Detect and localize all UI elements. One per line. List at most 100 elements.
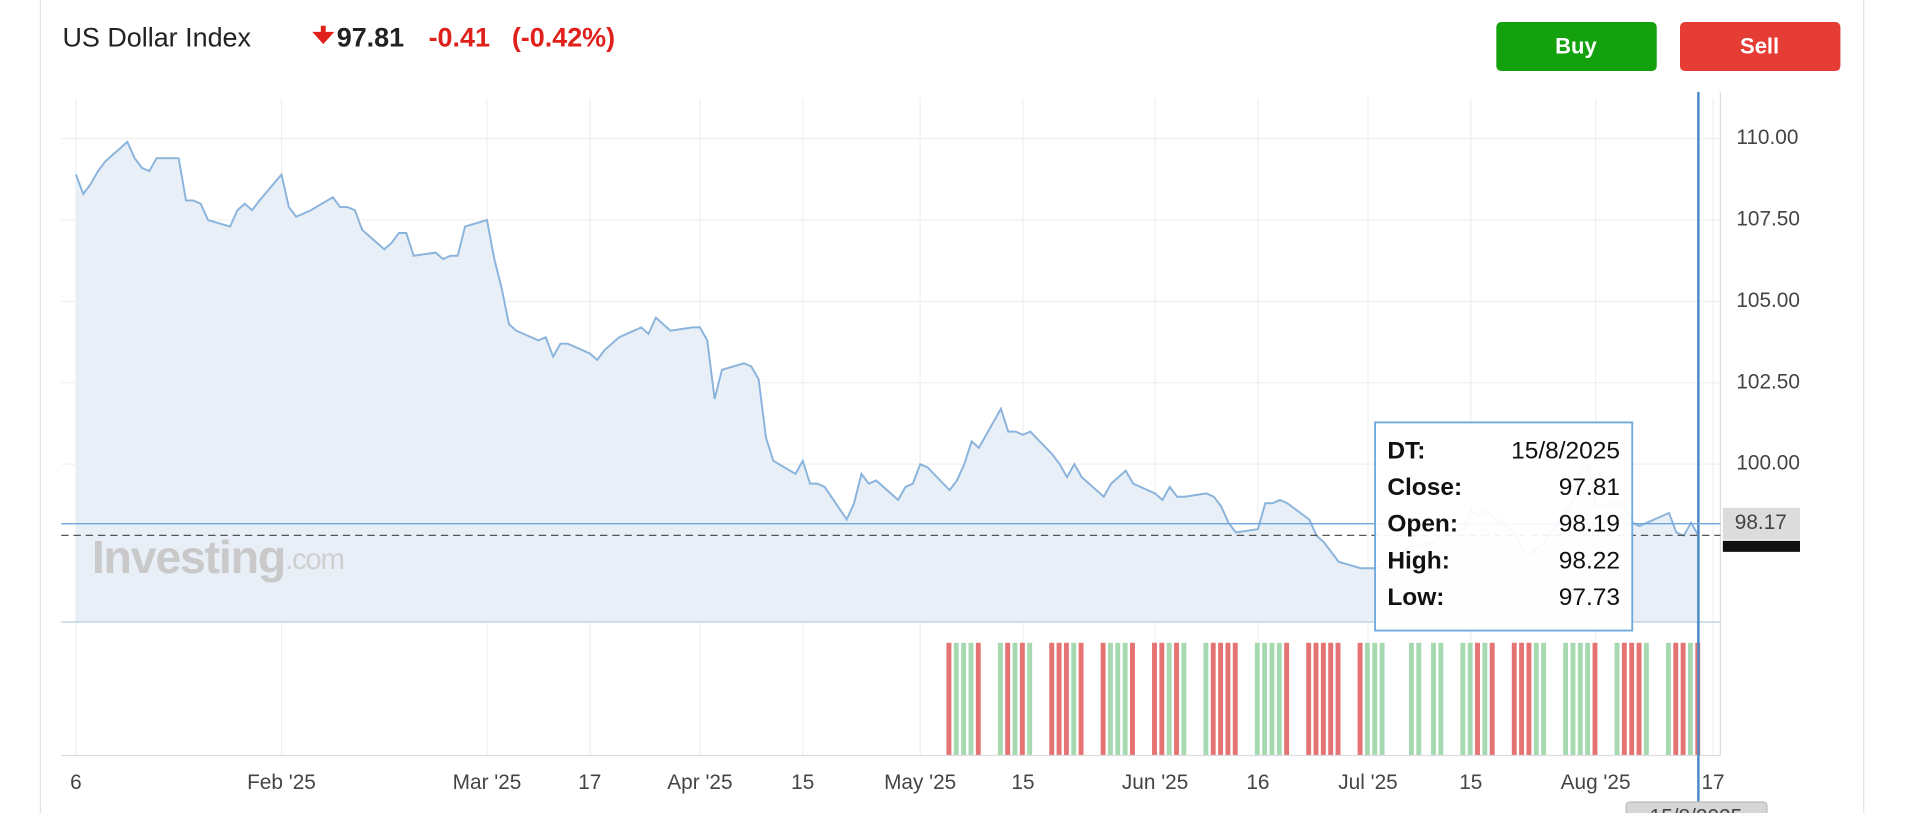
volume-bar bbox=[1482, 642, 1488, 756]
volume-bar bbox=[1460, 642, 1466, 756]
sell-button[interactable]: Sell bbox=[1680, 22, 1841, 72]
volume-bar bbox=[1577, 642, 1583, 756]
price-label: 98.17 bbox=[1735, 511, 1787, 534]
volume-bar bbox=[1012, 642, 1018, 756]
tooltip-label: Open: bbox=[1387, 511, 1458, 538]
volume-bar bbox=[946, 642, 952, 756]
volume-bar bbox=[1284, 642, 1290, 756]
down-arrow bbox=[312, 25, 335, 45]
x-tick-label: 17 bbox=[1701, 771, 1724, 794]
volume-bar bbox=[1181, 642, 1187, 756]
x-tick-label: Jul '25 bbox=[1338, 771, 1397, 794]
tooltip-value: 97.73 bbox=[1559, 584, 1620, 611]
volume-bar bbox=[1489, 642, 1495, 756]
volume-bar bbox=[1614, 642, 1620, 756]
volume-bar bbox=[1232, 642, 1238, 756]
volume-bar bbox=[1541, 642, 1547, 756]
volume-bar bbox=[1629, 642, 1635, 756]
instrument-name: US Dollar Index bbox=[62, 22, 251, 52]
x-tick-label: Apr '25 bbox=[667, 771, 732, 794]
tooltip-value: 98.19 bbox=[1559, 511, 1620, 538]
volume-bar bbox=[1063, 642, 1069, 756]
y-tick-label: 100.00 bbox=[1736, 452, 1800, 475]
volume-bar bbox=[1335, 642, 1341, 756]
volume-bar bbox=[1643, 642, 1649, 756]
watermark-brand: Investing.com bbox=[92, 531, 344, 583]
tooltip-label: High: bbox=[1387, 547, 1450, 574]
volume-bar bbox=[1130, 642, 1135, 756]
volume-bar bbox=[1328, 642, 1334, 756]
volume-bar bbox=[1585, 642, 1591, 756]
x-tick-label: 17 bbox=[578, 771, 601, 794]
volume-bar bbox=[1313, 642, 1319, 756]
volume-bar bbox=[1019, 642, 1025, 756]
x-tick-label: 16 bbox=[1246, 771, 1269, 794]
volume-bar bbox=[997, 642, 1003, 756]
tooltip-value: 15/8/2025 bbox=[1511, 437, 1620, 464]
volume-bar bbox=[1100, 642, 1106, 756]
x-tick-label: Aug '25 bbox=[1561, 771, 1631, 794]
volume-bar bbox=[1049, 642, 1055, 756]
watermark: Investing.com bbox=[92, 531, 345, 583]
sell-button-bg[interactable] bbox=[1680, 22, 1841, 72]
volume-bar bbox=[1680, 642, 1686, 756]
tooltip-label: DT: bbox=[1387, 437, 1425, 464]
volume-bar bbox=[1276, 642, 1282, 756]
tooltip-value: 98.22 bbox=[1559, 547, 1620, 574]
volume-bar bbox=[1533, 642, 1539, 756]
volume-bar bbox=[1621, 642, 1627, 756]
price-change-percent: (-0.42%) bbox=[512, 22, 615, 52]
volume-bar bbox=[1159, 642, 1165, 756]
volume-bar bbox=[1438, 642, 1444, 756]
volume-bar bbox=[1071, 642, 1077, 756]
price-label-bar bbox=[1722, 540, 1800, 552]
volume-bar bbox=[1218, 642, 1224, 756]
last-price: 97.81 bbox=[337, 22, 404, 52]
x-tick-label: Jun '25 bbox=[1122, 771, 1188, 794]
volume-bar bbox=[968, 642, 974, 756]
volume-bar bbox=[1687, 642, 1693, 756]
tooltip-label: Close: bbox=[1387, 474, 1462, 501]
sell-label[interactable]: Sell bbox=[1740, 34, 1779, 59]
x-tick-label: 15 bbox=[791, 771, 814, 794]
price-label-box bbox=[1722, 507, 1800, 540]
volume-bar bbox=[1665, 642, 1671, 756]
x-tick-label: May '25 bbox=[884, 771, 956, 794]
volume-bar bbox=[1320, 642, 1326, 756]
x-tick-label: 6 bbox=[70, 771, 82, 794]
volume-bar bbox=[1563, 642, 1569, 756]
volume-bar bbox=[1122, 642, 1128, 756]
volume-bar bbox=[1027, 642, 1033, 756]
volume-bar bbox=[1364, 642, 1370, 756]
x-tick-label: Feb '25 bbox=[247, 771, 316, 794]
volume-bar bbox=[1269, 642, 1275, 756]
volume-bar bbox=[1475, 642, 1480, 756]
volume-bar bbox=[1570, 642, 1576, 756]
buy-button-bg[interactable] bbox=[1496, 22, 1657, 72]
volume-bar bbox=[1152, 642, 1157, 756]
volume-bar bbox=[1115, 642, 1121, 756]
volume-bar bbox=[1108, 642, 1113, 756]
volume-bar bbox=[1379, 642, 1385, 756]
volume-bar bbox=[1166, 642, 1172, 756]
volume-bar bbox=[961, 642, 967, 756]
header: US Dollar Index 97.81 -0.41 (-0.42%) bbox=[62, 22, 615, 52]
buy-button[interactable]: Buy bbox=[1496, 22, 1657, 72]
volume-bar bbox=[1409, 642, 1414, 756]
volume-bar bbox=[1519, 642, 1525, 756]
x-tick-label: 15 bbox=[1459, 771, 1482, 794]
volume-bar bbox=[1254, 642, 1260, 756]
buy-label[interactable]: Buy bbox=[1555, 34, 1597, 59]
y-tick-label: 107.50 bbox=[1736, 208, 1800, 231]
volume-bar bbox=[1636, 642, 1642, 756]
volume-bar bbox=[1372, 642, 1378, 756]
watermark-brand: Investing bbox=[92, 531, 285, 583]
x-tick-label: 15 bbox=[1011, 771, 1034, 794]
tooltip-label: Low: bbox=[1387, 584, 1444, 611]
volume-bar bbox=[1526, 642, 1532, 756]
y-tick-label: 105.00 bbox=[1736, 289, 1800, 312]
y-tick-label: 102.50 bbox=[1736, 370, 1800, 393]
watermark-domain: .com bbox=[285, 543, 344, 576]
tooltip-value: 97.81 bbox=[1559, 474, 1620, 501]
